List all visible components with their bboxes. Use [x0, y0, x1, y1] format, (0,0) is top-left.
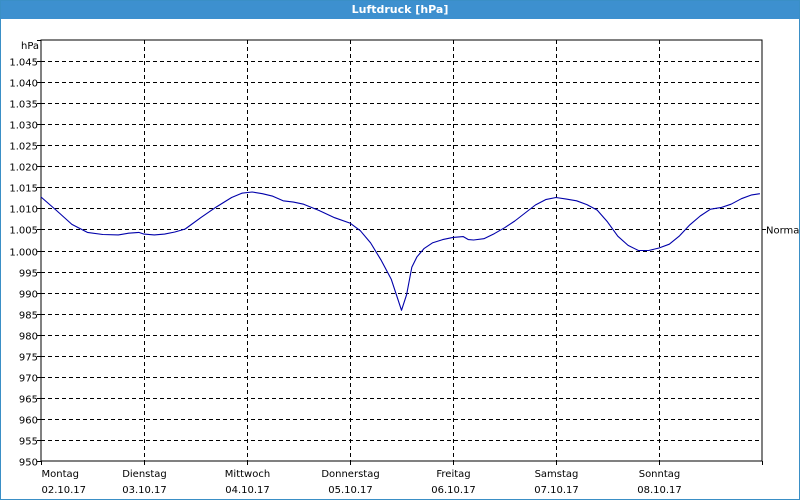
y-tick-label: 960: [19, 416, 38, 427]
y-tick-label: 1.015: [9, 184, 38, 195]
x-tick-date-label: 08.10.17: [637, 485, 682, 496]
y-tick-label: 1.025: [9, 142, 38, 153]
y-tick-label: 950: [19, 458, 38, 469]
x-tick-day-label: Mittwoch: [225, 469, 270, 480]
y-tick-label: 980: [19, 332, 38, 343]
x-tick-day-label: Freitag: [436, 469, 470, 480]
y-tick-label: 1.030: [9, 121, 38, 132]
x-tick-date-label: 03.10.17: [122, 485, 167, 496]
y-tick-label: 1.035: [9, 100, 38, 111]
y-tick-label: 995: [19, 269, 38, 280]
x-tick-day-label: Montag: [42, 469, 79, 480]
series-line: [40, 191, 760, 311]
y-tick-label: 1.045: [9, 58, 38, 69]
y-tick-label: 1.020: [9, 163, 38, 174]
x-tick-date-label: 04.10.17: [225, 485, 270, 496]
x-tick-date-label: 06.10.17: [431, 485, 476, 496]
x-tick-day-label: Sonntag: [639, 469, 681, 480]
y-tick-label: 990: [19, 290, 38, 301]
y-tick-label: 975: [19, 353, 38, 364]
y-tick-label: 1.040: [9, 79, 38, 90]
x-tick-date-label: 07.10.17: [534, 485, 579, 496]
y-tick-label: 970: [19, 374, 38, 385]
x-tick-date-label: 02.10.17: [42, 485, 87, 496]
y-tick-label: 1.000: [9, 248, 38, 259]
x-tick-day-label: Samstag: [535, 469, 579, 480]
y-axis-label: hPa: [21, 41, 39, 52]
x-tick-day-label: Dienstag: [122, 469, 167, 480]
reference-label: Normal: [766, 226, 799, 237]
y-tick-label: 955: [19, 437, 38, 448]
y-tick-label: 965: [19, 395, 38, 406]
x-tick-date-label: 05.10.17: [328, 485, 373, 496]
y-tick-label: 1.010: [9, 205, 38, 216]
y-tick-label: 985: [19, 311, 38, 322]
chart-title: Luftdruck [hPa]: [1, 1, 799, 19]
x-tick-day-label: Donnerstag: [321, 469, 379, 480]
y-tick-label: 1.005: [9, 226, 38, 237]
